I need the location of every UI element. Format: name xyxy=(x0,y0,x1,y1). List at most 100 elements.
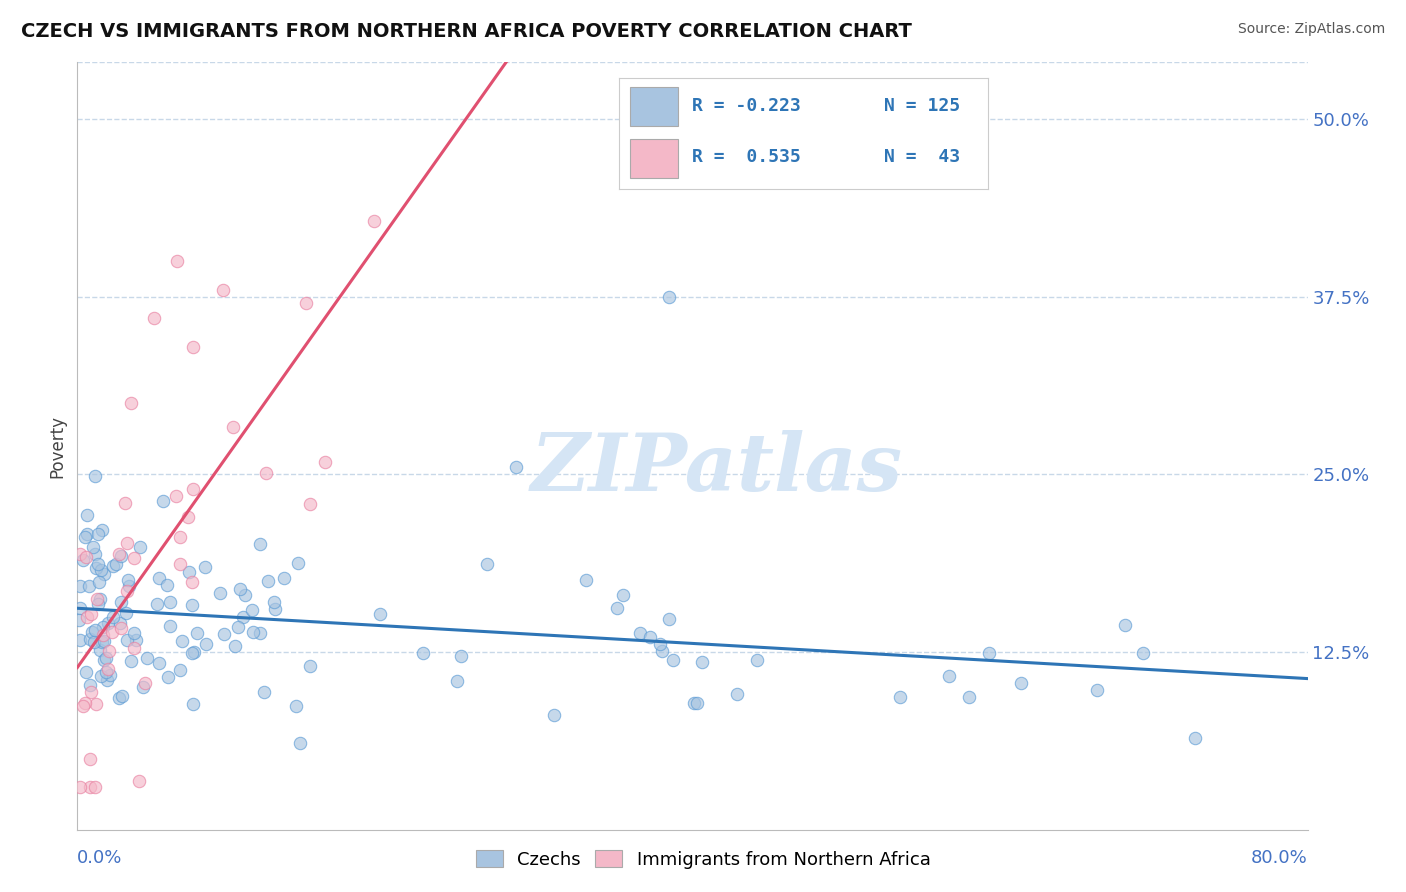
Point xyxy=(73,530,96,544)
Point xyxy=(166,254,188,268)
Point xyxy=(67,613,90,627)
Point xyxy=(89,592,111,607)
Point xyxy=(575,573,598,587)
Point xyxy=(181,483,204,497)
Point xyxy=(686,696,709,710)
Point xyxy=(638,630,661,644)
Point xyxy=(683,696,706,710)
Point xyxy=(98,667,121,681)
Point xyxy=(152,494,174,508)
Point xyxy=(651,644,673,658)
Point xyxy=(79,579,101,593)
Point xyxy=(93,633,115,648)
Point xyxy=(157,670,180,684)
Point xyxy=(80,607,103,621)
Point xyxy=(543,708,565,723)
Point xyxy=(658,290,681,304)
Point xyxy=(363,214,385,228)
Point xyxy=(111,689,134,703)
Point xyxy=(1184,731,1206,745)
Point xyxy=(79,780,101,794)
Point xyxy=(76,610,98,624)
Text: Source: ZipAtlas.com: Source: ZipAtlas.com xyxy=(1237,22,1385,37)
Point xyxy=(747,653,769,667)
Point xyxy=(120,654,142,668)
Point xyxy=(122,641,145,656)
Point xyxy=(87,575,110,590)
Point xyxy=(118,579,141,593)
Point xyxy=(122,626,145,640)
Point xyxy=(181,698,204,712)
Point xyxy=(96,673,118,687)
Point xyxy=(134,676,156,690)
Point xyxy=(69,600,91,615)
Point xyxy=(1085,683,1108,698)
Point xyxy=(285,699,308,714)
Point xyxy=(115,584,138,599)
Point xyxy=(249,537,271,551)
Point xyxy=(648,637,671,651)
Point xyxy=(156,577,179,591)
Point xyxy=(273,571,295,585)
Point xyxy=(143,311,166,326)
Point xyxy=(79,678,101,692)
Point xyxy=(180,598,202,612)
Point xyxy=(224,640,246,654)
Point xyxy=(90,634,112,648)
Point xyxy=(83,635,105,649)
Point xyxy=(725,687,748,701)
Point xyxy=(107,691,129,706)
Point xyxy=(72,553,94,567)
Point xyxy=(166,489,188,503)
Point xyxy=(212,283,235,297)
Legend: Czechs, Immigrants from Northern Africa: Czechs, Immigrants from Northern Africa xyxy=(468,843,938,876)
Point xyxy=(114,496,136,510)
Point xyxy=(79,632,101,646)
Y-axis label: Poverty: Poverty xyxy=(48,415,66,477)
Point xyxy=(264,602,287,616)
Point xyxy=(181,340,204,354)
Point xyxy=(108,615,131,630)
Point xyxy=(124,632,146,647)
Point xyxy=(257,574,280,588)
Point xyxy=(89,642,111,657)
Point xyxy=(242,603,264,617)
Point xyxy=(183,645,205,659)
Point xyxy=(110,595,132,609)
Point xyxy=(181,575,204,590)
Point xyxy=(505,460,527,475)
Point xyxy=(146,597,169,611)
Point xyxy=(105,557,128,571)
Point xyxy=(83,548,105,562)
Point xyxy=(91,620,114,634)
Point xyxy=(170,633,193,648)
Point xyxy=(957,690,980,704)
Point xyxy=(93,566,115,581)
Point xyxy=(110,621,132,635)
Point xyxy=(889,690,911,705)
Point xyxy=(159,618,181,632)
Point xyxy=(75,665,97,680)
Point xyxy=(181,646,204,660)
Point xyxy=(87,527,110,541)
Point xyxy=(630,625,652,640)
Point xyxy=(128,774,150,789)
Point xyxy=(249,626,271,640)
Point xyxy=(84,623,107,637)
Point xyxy=(101,624,124,639)
Point xyxy=(287,556,309,570)
Point xyxy=(86,592,108,607)
Point xyxy=(80,685,103,699)
Point xyxy=(226,620,249,634)
Point xyxy=(235,588,257,602)
Point xyxy=(177,509,200,524)
Point xyxy=(94,665,117,679)
Point xyxy=(87,557,110,571)
Point xyxy=(148,656,170,670)
Point xyxy=(194,560,217,574)
Point xyxy=(209,586,232,600)
Point xyxy=(229,582,252,596)
Point xyxy=(232,610,254,624)
Point xyxy=(692,655,714,669)
Point xyxy=(93,628,115,642)
